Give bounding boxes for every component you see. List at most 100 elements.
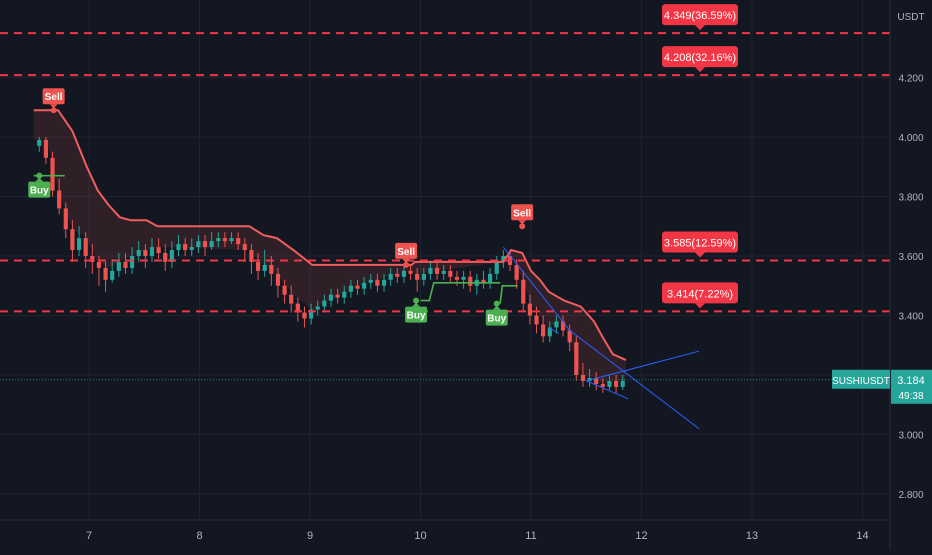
level-label-text: 3.414(7.22%) xyxy=(667,288,733,300)
stop-fill-area xyxy=(33,110,627,384)
candle-body xyxy=(461,276,466,280)
candle-body xyxy=(481,279,486,283)
candle-body xyxy=(560,321,566,331)
signal-label: Buy xyxy=(407,311,426,322)
candle-body xyxy=(302,312,307,319)
candle-body xyxy=(567,330,572,343)
candle-body xyxy=(415,273,420,280)
y-tick-label: 3.000 xyxy=(898,431,923,442)
buy-signal[interactable] xyxy=(28,181,51,198)
candle-body xyxy=(501,256,506,262)
candle-body xyxy=(600,383,605,387)
candle-body xyxy=(275,273,281,286)
candle-body xyxy=(163,253,168,262)
candle-body xyxy=(355,285,360,289)
last-price-badge[interactable] xyxy=(891,369,932,404)
support-line xyxy=(499,284,518,304)
price-axis-bg[interactable] xyxy=(890,0,932,550)
candle-body xyxy=(428,267,433,274)
candle-body xyxy=(63,208,68,230)
signal-label: Sell xyxy=(513,208,531,219)
candle-body xyxy=(547,327,552,337)
level-label-box xyxy=(662,282,738,304)
signals: Sell Buy Sell Buy Sell Buy xyxy=(28,88,534,326)
candle-body xyxy=(176,244,181,251)
symbol-badge-text: SUSHIUSDT xyxy=(832,376,890,387)
x-tick-label: 13 xyxy=(746,530,758,542)
grid xyxy=(0,0,890,520)
candle-body xyxy=(110,270,115,280)
signal-dot xyxy=(36,172,43,179)
candle-body xyxy=(57,190,62,209)
signal-pointer xyxy=(49,104,58,109)
trendline[interactable] xyxy=(548,326,559,334)
sell-signal[interactable] xyxy=(511,204,534,221)
candle-body xyxy=(202,241,208,248)
candle-body xyxy=(242,244,247,251)
candle-body xyxy=(607,380,612,387)
candle-body xyxy=(315,306,320,310)
candle-body xyxy=(50,157,55,191)
trendline[interactable] xyxy=(586,380,629,400)
candle-body xyxy=(328,294,334,301)
candle-body xyxy=(136,250,141,256)
candle-body xyxy=(96,261,102,268)
candle-body xyxy=(388,273,393,280)
currency-label: USDT xyxy=(897,12,924,23)
candle-body xyxy=(362,282,367,289)
candle-body xyxy=(441,270,446,274)
candle-body xyxy=(37,139,42,146)
candle-body xyxy=(587,377,592,381)
candle-body xyxy=(348,285,353,292)
candle-body xyxy=(309,309,314,319)
candle-body xyxy=(183,244,188,251)
level-label-text: 4.349(36.59%) xyxy=(664,10,736,22)
buy-signal[interactable] xyxy=(405,306,428,323)
buy-signal[interactable] xyxy=(485,309,508,326)
trendline[interactable] xyxy=(503,246,700,429)
candles xyxy=(37,137,625,393)
x-tick-label: 8 xyxy=(196,530,202,542)
y-tick-label: 3.400 xyxy=(898,312,923,323)
signal-pointer xyxy=(412,302,421,307)
signal-pointer xyxy=(402,258,411,263)
candle-body xyxy=(209,241,214,248)
candle-body xyxy=(494,261,499,274)
candle-body xyxy=(116,261,121,271)
symbol-badge[interactable] xyxy=(832,369,890,389)
candle-body xyxy=(76,238,82,251)
x-tick-label: 14 xyxy=(856,530,868,542)
candle-body xyxy=(43,139,49,158)
signal-dot xyxy=(493,300,500,307)
signal-dot xyxy=(519,223,526,230)
level-label-box xyxy=(662,46,738,68)
level-label-box xyxy=(662,4,738,26)
level-label-pointer xyxy=(695,303,705,309)
signal-label: Sell xyxy=(397,247,415,258)
candle-body xyxy=(468,276,473,286)
sell-signal[interactable] xyxy=(395,242,418,259)
level-label-pointer xyxy=(695,25,705,31)
trendline[interactable] xyxy=(586,350,700,382)
candle-body xyxy=(222,238,228,242)
candle-body xyxy=(613,380,619,387)
sell-signal[interactable] xyxy=(42,88,65,105)
candle-body xyxy=(229,238,234,242)
candle-body xyxy=(262,264,267,271)
signal-label: Buy xyxy=(487,314,506,325)
candle-body xyxy=(236,238,241,245)
level-label-text: 4.208(32.16%) xyxy=(664,52,736,64)
countdown-text: 49:38 xyxy=(898,391,923,402)
candle-body xyxy=(335,294,340,298)
candle-body xyxy=(514,264,519,280)
candle-body xyxy=(521,279,526,304)
signal-pointer xyxy=(518,220,527,225)
time-axis-bg[interactable] xyxy=(0,520,890,550)
candle-body xyxy=(580,375,586,381)
candle-body xyxy=(295,303,300,313)
candle-body xyxy=(527,303,532,316)
signal-pointer xyxy=(35,177,44,182)
